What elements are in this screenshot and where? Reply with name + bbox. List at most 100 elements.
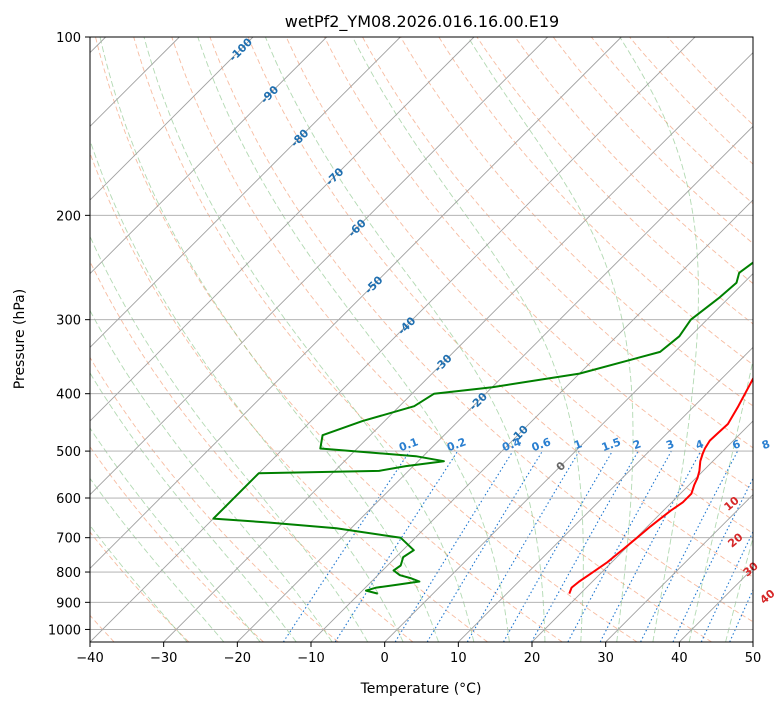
y-axis: 100 200 300 400 500 600 700 800 900 1000 — [48, 31, 90, 638]
moist-adiabat — [143, 37, 475, 642]
mixing-ratio-label: 6 — [731, 437, 743, 452]
dry-adiabat — [667, 37, 753, 126]
dry-adiabat — [90, 531, 190, 642]
y-tick-label: 300 — [56, 314, 81, 329]
isotherm-label: -30 — [431, 351, 454, 374]
moist-adiabat — [90, 524, 188, 642]
x-tick-label: 20 — [524, 651, 541, 666]
isotherm-line — [605, 494, 753, 642]
isotherm-line — [531, 420, 753, 642]
dry-adiabat — [90, 356, 339, 642]
isotherm-label: 0 — [554, 459, 569, 474]
isotherm-line — [752, 641, 753, 642]
isotherm-line — [90, 37, 548, 496]
dry-adiabat — [438, 37, 753, 366]
mixing-ratio-label: 0.1 — [397, 435, 420, 454]
x-tick-label: −10 — [297, 651, 324, 666]
isotherm-label: -60 — [346, 216, 369, 239]
isotherm-line — [458, 346, 753, 642]
isotherm-label: -90 — [258, 83, 281, 106]
x-tick-label: 30 — [597, 651, 614, 666]
x-tick-label: 10 — [450, 651, 467, 666]
line-labels: -100-90-80-70-60-50-40-30-20-1000.1 0.2 0.… — [226, 35, 775, 606]
isotherm-red-label: 10 — [722, 494, 742, 514]
mixing-ratio-line — [282, 450, 411, 642]
moist-adiabat — [688, 358, 753, 642]
y-tick-label: 500 — [56, 445, 81, 460]
mixing-ratio-line — [700, 530, 753, 642]
isotherm-line — [90, 37, 327, 275]
isotherm-line — [679, 567, 753, 642]
moist-adiabat — [619, 37, 699, 642]
dry-adiabat — [514, 37, 753, 285]
y-tick-label: 200 — [56, 209, 81, 224]
isotherm-line — [384, 273, 753, 642]
dry-adiabat — [171, 37, 712, 642]
x-tick-label: −40 — [76, 651, 103, 666]
y-tick-label: 900 — [56, 596, 81, 611]
mixing-ratio-line — [426, 450, 543, 642]
isotherm-line — [237, 125, 753, 642]
x-tick-label: 0 — [381, 651, 389, 666]
isotherm-line — [90, 37, 254, 201]
dry-adiabat — [90, 260, 414, 642]
x-tick-label: −20 — [224, 651, 251, 666]
isotherm-label: -50 — [362, 273, 385, 296]
mixing-ratio-line — [466, 450, 580, 642]
mixing-ratio-label: 4 — [694, 437, 706, 452]
moist-adiabat — [90, 235, 369, 642]
y-axis-label: Pressure (hPa) — [12, 289, 28, 389]
dry-adiabat — [323, 37, 753, 491]
mixing-ratio-label: 0.6 — [530, 435, 553, 454]
dry-adiabat — [362, 37, 753, 449]
dry-adiabat — [285, 37, 753, 534]
moist-adiabat — [264, 37, 546, 642]
y-tick-label: 700 — [56, 532, 81, 547]
x-tick-label: −30 — [150, 651, 177, 666]
y-tick-label: 600 — [56, 492, 81, 507]
dry-adiabat — [247, 37, 753, 578]
mixing-ratio-label: 3 — [664, 437, 676, 452]
x-tick-label: 50 — [745, 651, 762, 666]
chart-title: wetPf2_YM08.2026.016.16.00.E19 — [285, 12, 559, 32]
moist-adiabat — [197, 37, 510, 642]
isotherm-line — [310, 199, 753, 642]
moist-adiabat — [90, 427, 261, 642]
mixing-ratio-line — [503, 450, 613, 642]
dry-adiabat — [590, 37, 753, 205]
isotherm-line — [163, 52, 753, 642]
plot-frame — [89, 36, 754, 643]
mixing-ratio-label: 0.4 — [500, 435, 523, 454]
moist-adiabat — [99, 37, 439, 642]
mixing-ratio-label: 1.5 — [600, 435, 623, 454]
isotherm-label: -80 — [288, 126, 311, 149]
mixing-ratio-line — [599, 450, 702, 642]
isotherm-label: -100 — [226, 35, 255, 64]
isotherm-line — [90, 37, 696, 642]
moist-adiabat — [467, 37, 634, 642]
mixing-ratio-label: 2 — [631, 437, 643, 452]
isotherm-label: -70 — [323, 165, 346, 188]
moist-adiabat — [90, 309, 333, 642]
temperature-line — [568, 376, 753, 594]
y-tick-label: 1000 — [48, 623, 81, 638]
isotherm-label: -40 — [395, 314, 418, 337]
mixing-ratio-label: 0.2 — [445, 435, 468, 454]
dry-adiabat — [552, 37, 753, 245]
profile-lines — [212, 261, 753, 595]
mixing-ratio-label: 8 — [760, 437, 772, 452]
isotherm-line — [90, 37, 622, 569]
mixing-ratio-line — [531, 450, 639, 642]
y-tick-label: 100 — [56, 31, 81, 46]
isotherm-line — [90, 37, 475, 422]
moist-adiabat — [725, 536, 753, 642]
mixing-ratio-line — [758, 451, 775, 642]
x-axis: −40 −30 −20 −10 0 10 20 30 40 50 — [76, 642, 761, 666]
dry-adiabat — [90, 446, 264, 642]
mixing-ratio-line — [334, 450, 459, 642]
isotherm-red-label: 20 — [725, 530, 745, 550]
mixing-ratio-line — [672, 477, 753, 642]
x-tick-label: 40 — [671, 651, 688, 666]
x-axis-label: Temperature (°C) — [360, 681, 482, 697]
dry-adiabat — [476, 37, 753, 325]
